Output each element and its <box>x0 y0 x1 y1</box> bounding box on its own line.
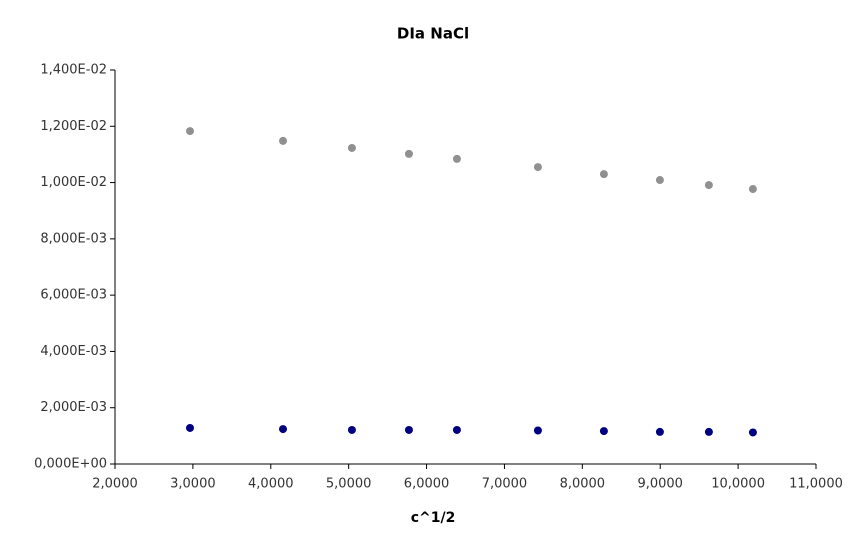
chart-title: DIa NaCl <box>397 25 469 43</box>
point <box>279 136 288 145</box>
point <box>533 163 542 172</box>
point <box>655 176 664 185</box>
x-tick-label: 11,0000 <box>789 477 843 492</box>
point <box>186 127 195 136</box>
point <box>748 428 757 437</box>
point <box>599 427 608 436</box>
y-tick-label: 2,000E-03 <box>40 400 107 415</box>
x-tick-label: 6,0000 <box>404 477 450 492</box>
point <box>748 185 757 194</box>
x-tick-label: 10,0000 <box>711 477 765 492</box>
x-tick-label: 3,0000 <box>170 477 216 492</box>
y-tick-label: 6,000E-03 <box>40 288 107 303</box>
point <box>347 143 356 152</box>
y-tick-label: 1,400E-02 <box>40 63 107 78</box>
x-tick-label: 8,0000 <box>560 477 606 492</box>
point <box>655 427 664 436</box>
y-tick-label: 1,200E-02 <box>40 119 107 134</box>
point <box>599 170 608 179</box>
point <box>347 425 356 434</box>
point <box>704 181 713 190</box>
point <box>452 154 461 163</box>
x-tick-label: 7,0000 <box>482 477 528 492</box>
x-tick-label: 4,0000 <box>248 477 294 492</box>
y-tick-label: 0,000E+00 <box>34 457 107 472</box>
point <box>704 427 713 436</box>
x-tick-label: 5,0000 <box>326 477 372 492</box>
point <box>533 426 542 435</box>
x-axis-title: c^1/2 <box>411 510 456 526</box>
y-tick-label: 4,000E-03 <box>40 344 107 359</box>
x-tick-label: 2,0000 <box>92 477 138 492</box>
y-tick-label: 1,000E-02 <box>40 175 107 190</box>
point <box>279 425 288 434</box>
x-tick-label: 9,0000 <box>637 477 683 492</box>
point <box>404 425 413 434</box>
y-tick-label: 8,000E-03 <box>40 231 107 246</box>
point <box>186 423 195 432</box>
point <box>452 425 461 434</box>
point <box>404 149 413 158</box>
